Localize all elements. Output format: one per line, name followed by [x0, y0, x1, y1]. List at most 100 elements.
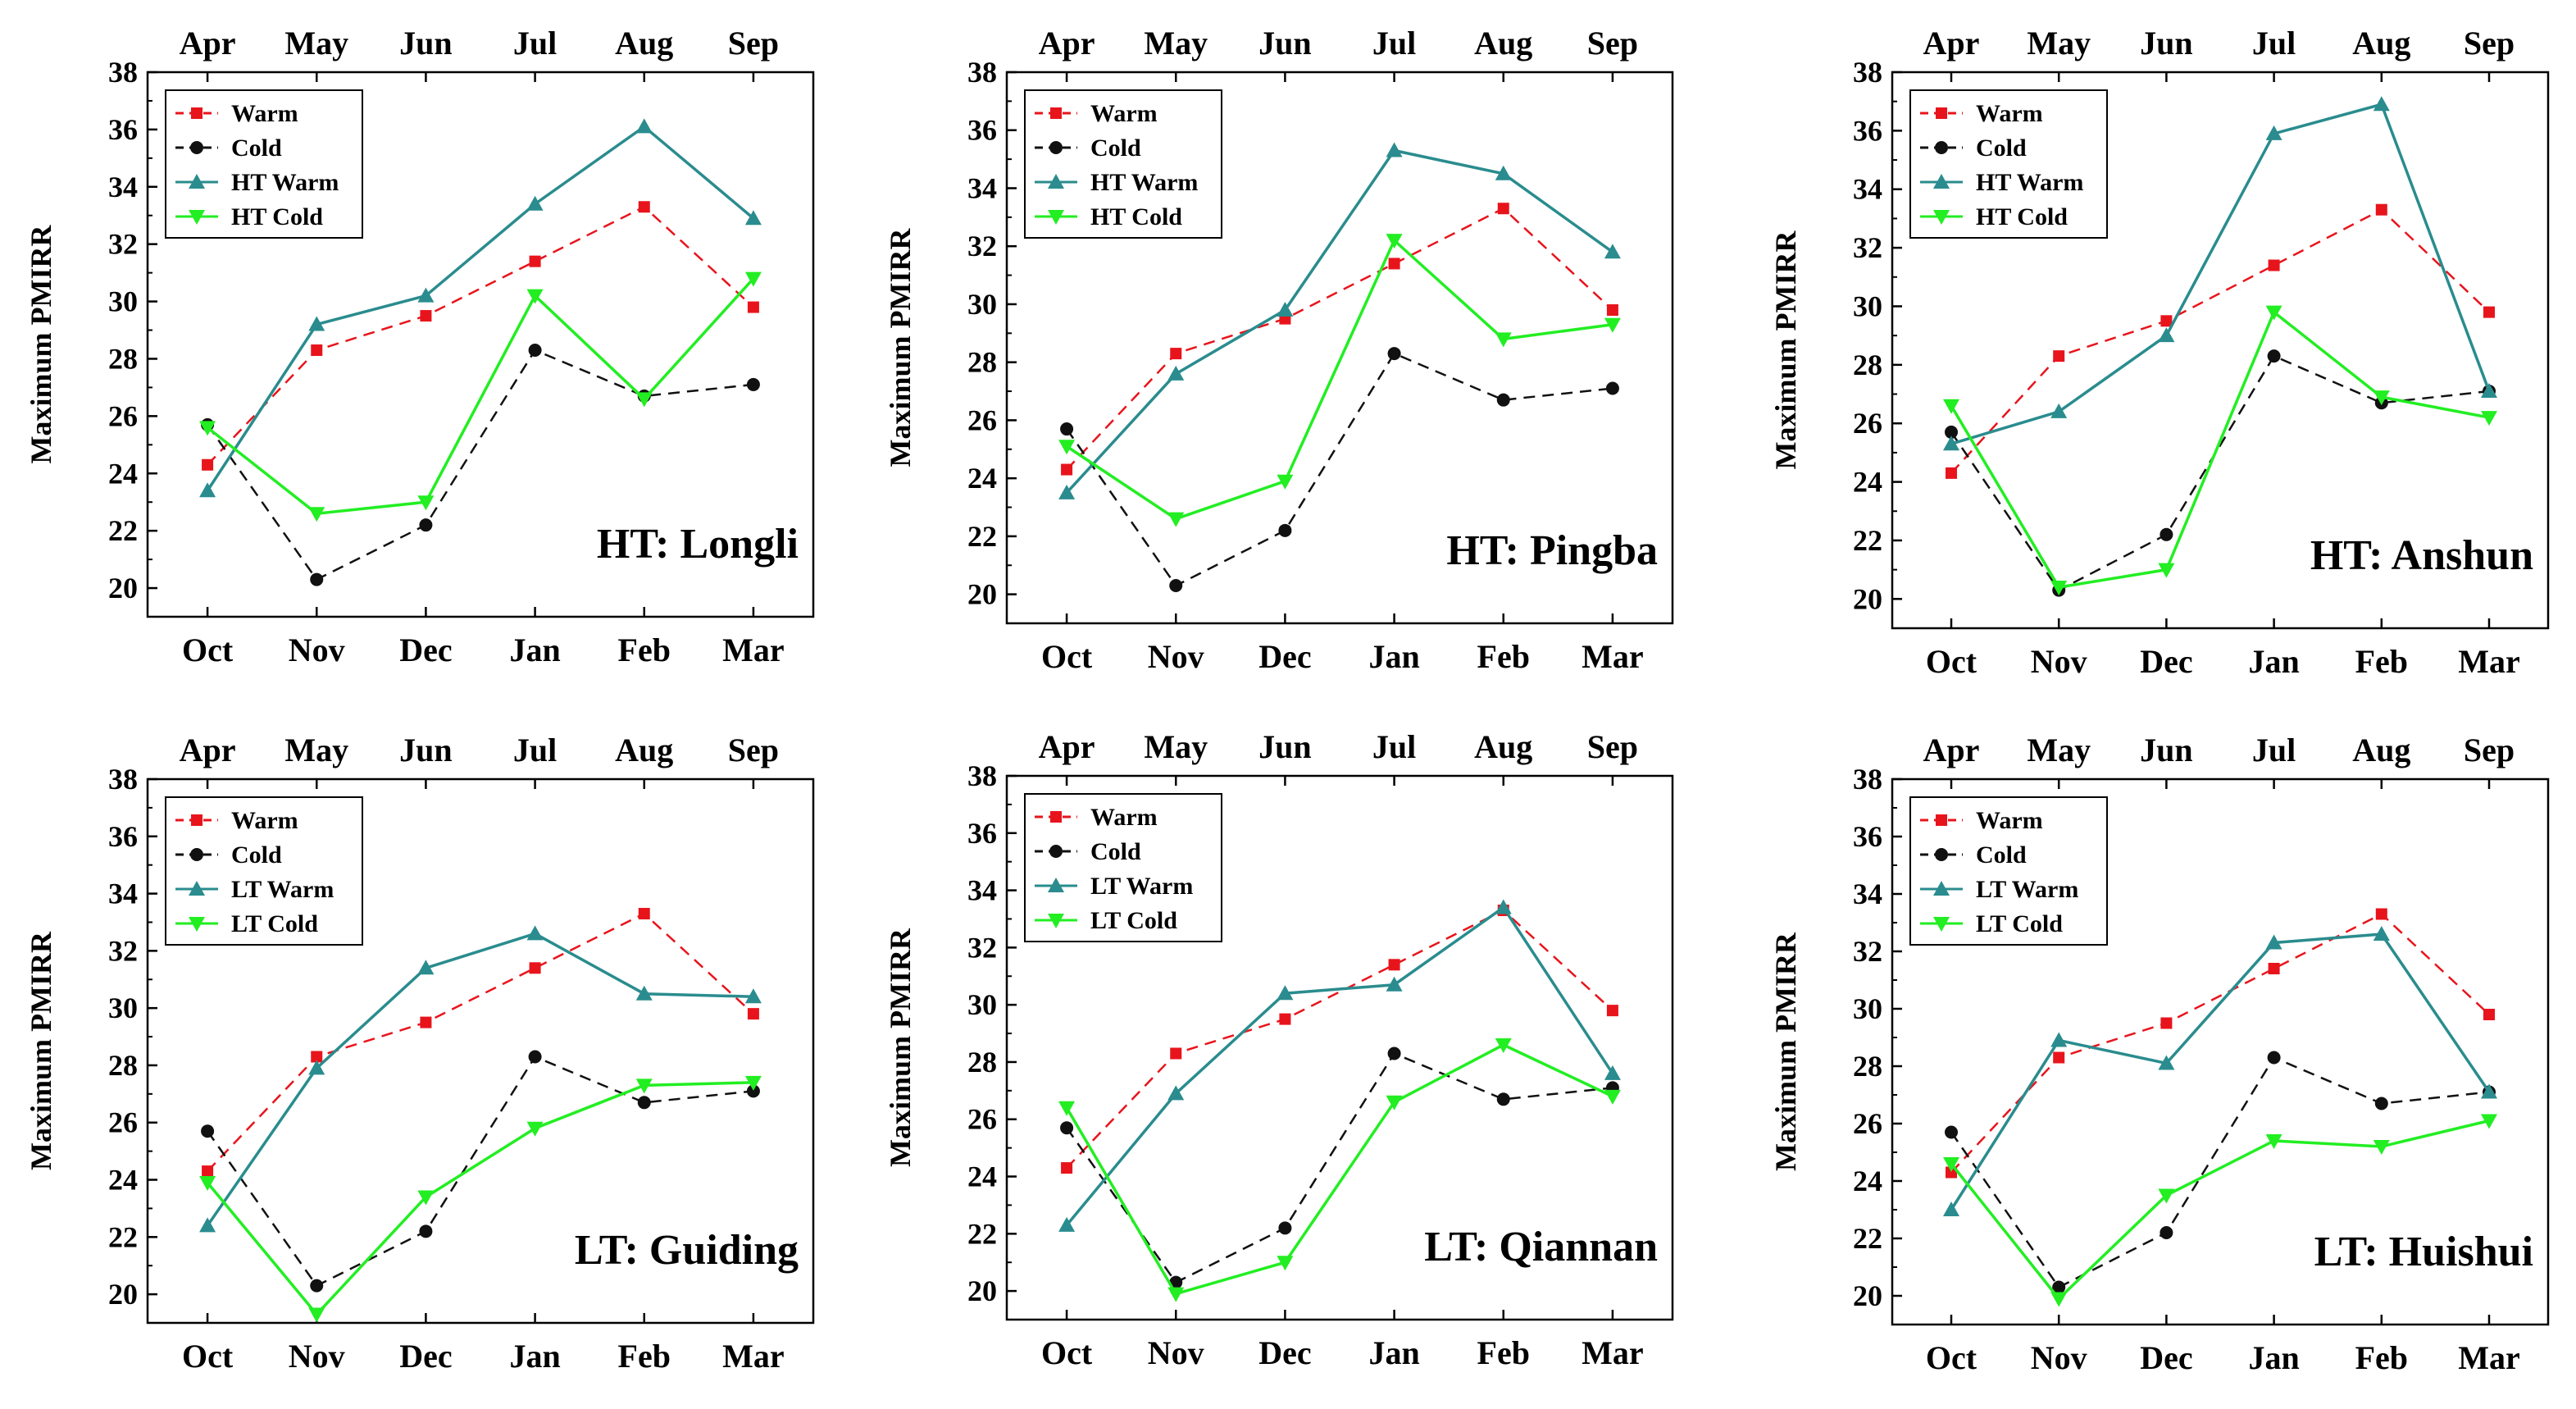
- data-point-ht-warm: [1167, 365, 1185, 381]
- data-point-ht-cold: [2265, 305, 2282, 321]
- y-tick-label: 22: [967, 520, 997, 553]
- data-point-ht-cold: [744, 1075, 762, 1091]
- data-point-ht-warm: [1386, 142, 1403, 157]
- legend-label: Warm: [1976, 807, 2043, 834]
- legend-label: Cold: [1976, 841, 2027, 869]
- data-point-ht-warm: [1495, 899, 1512, 914]
- data-point-cold: [528, 1050, 542, 1064]
- x-tick-label-bottom: Oct: [182, 632, 234, 668]
- data-point-warm: [2483, 1009, 2495, 1020]
- y-axis-label: Maximum PMIRR: [884, 228, 917, 467]
- y-tick-label: 26: [1853, 407, 1882, 440]
- station-annotation: HT: Longli: [597, 521, 799, 568]
- data-point-warm: [638, 201, 650, 213]
- series-line-ht-warm: [1950, 103, 2491, 445]
- y-tick-label: 22: [108, 514, 138, 547]
- data-point-ht-warm: [744, 210, 762, 226]
- data-point-ht-warm: [2158, 327, 2175, 343]
- data-point-ht-warm: [2373, 926, 2390, 941]
- x-tick-label-top: Apr: [1923, 732, 1980, 768]
- data-point-ht-cold: [2158, 1188, 2175, 1204]
- legend-marker: [189, 210, 205, 225]
- data-point-warm: [529, 255, 541, 267]
- y-tick-label: 20: [967, 1274, 997, 1307]
- x-tick-label-top: May: [2027, 25, 2091, 62]
- series-line-ht-warm: [1065, 905, 1614, 1226]
- series-line-cold: [207, 1055, 754, 1288]
- series-line-warm: [1950, 912, 2490, 1174]
- station-annotation: HT: Pingba: [1446, 527, 1658, 574]
- data-point-warm: [747, 301, 759, 313]
- data-point-ht-cold: [1943, 399, 1959, 414]
- y-tick-label: 20: [1853, 582, 1882, 615]
- x-tick-label-top: May: [284, 25, 348, 62]
- legend-marker: [1048, 878, 1064, 892]
- data-point-ht-cold: [2373, 1140, 2390, 1155]
- x-tick-label-top: Apr: [1923, 25, 1980, 62]
- plot-frame: [146, 71, 815, 618]
- data-point-cold: [1605, 381, 1619, 395]
- x-tick-label-top: Aug: [615, 25, 673, 62]
- data-point-cold: [1278, 523, 1292, 537]
- x-tick-label-bottom: Jan: [1368, 1334, 1419, 1371]
- x-tick-label-bottom: Nov: [2031, 643, 2087, 680]
- legend-marker: [191, 814, 203, 826]
- y-tick-label: 28: [1853, 1050, 1882, 1083]
- legend-marker: [1050, 107, 1062, 119]
- data-point-ht-cold: [1495, 1038, 1512, 1054]
- data-point-cold: [637, 1096, 651, 1110]
- data-point-ht-warm: [199, 482, 216, 498]
- data-point-warm: [747, 1008, 759, 1020]
- legend-label: Warm: [231, 807, 298, 834]
- y-tick-label: 20: [108, 572, 138, 604]
- data-point-cold: [1060, 422, 1074, 436]
- y-tick-label: 30: [967, 988, 997, 1021]
- x-tick-label-bottom: Oct: [1926, 1339, 1978, 1376]
- data-point-ht-cold: [2481, 411, 2497, 426]
- legend-marker: [1936, 814, 1947, 826]
- data-point-cold: [2374, 1097, 2388, 1110]
- data-point-ht-warm: [635, 985, 653, 1001]
- legend-marker: [190, 141, 203, 154]
- data-point-cold: [746, 377, 760, 391]
- chart-panel-1: 20 22 24 26 28 30 32 34 36 38 Oct Apr Nov May Dec Jun Ja…: [25, 25, 815, 668]
- legend-label: LT Cold: [1090, 907, 1177, 934]
- y-tick-label: 38: [1853, 763, 1882, 796]
- legend-marker: [189, 174, 205, 189]
- legend-label: Cold: [1090, 135, 1141, 162]
- data-point-warm: [1946, 467, 1957, 479]
- x-tick-label-top: Jul: [2252, 25, 2296, 62]
- data-point-ht-warm: [1495, 165, 1512, 180]
- data-point-ht-cold: [1386, 1095, 1403, 1110]
- data-point-ht-warm: [2481, 382, 2497, 398]
- data-point-ht-cold: [417, 495, 435, 511]
- chart-panel-5: 20 22 24 26 28 30 32 34 36 38 Oct Apr Nov May Dec Jun Ja…: [884, 728, 1674, 1371]
- x-tick-label-top: Aug: [1474, 25, 1532, 62]
- legend-label: HT Warm: [1090, 169, 1198, 196]
- y-tick-label: 30: [967, 288, 997, 321]
- x-tick-label-bottom: Oct: [1041, 638, 1093, 675]
- plot-frame: [1891, 777, 2550, 1326]
- legend-marker: [1048, 914, 1064, 928]
- data-point-ht-warm: [2050, 1032, 2068, 1047]
- legend-label: LT Warm: [1090, 873, 1193, 900]
- x-tick-label-bottom: Feb: [2355, 643, 2408, 680]
- data-point-warm: [2268, 259, 2280, 271]
- x-tick-label-top: Jul: [513, 25, 557, 62]
- x-tick-label-bottom: Dec: [399, 632, 452, 668]
- series-line-ht-warm: [1950, 932, 2491, 1211]
- legend-marker: [1049, 141, 1063, 154]
- y-tick-label: 34: [108, 878, 138, 910]
- y-tick-label: 32: [108, 934, 138, 967]
- data-point-ht-warm: [2265, 934, 2282, 950]
- data-point-warm: [1606, 304, 1618, 317]
- data-point-ht-cold: [1277, 474, 1294, 490]
- x-tick-label-bottom: Mar: [722, 632, 785, 668]
- data-point-cold: [1496, 1092, 1510, 1106]
- series-line-ht-warm: [206, 932, 753, 1227]
- y-tick-label: 24: [967, 1160, 997, 1193]
- x-tick-label-bottom: Jan: [509, 1338, 560, 1375]
- data-point-ht-warm: [1943, 435, 1959, 451]
- y-tick-label: 24: [108, 1164, 138, 1197]
